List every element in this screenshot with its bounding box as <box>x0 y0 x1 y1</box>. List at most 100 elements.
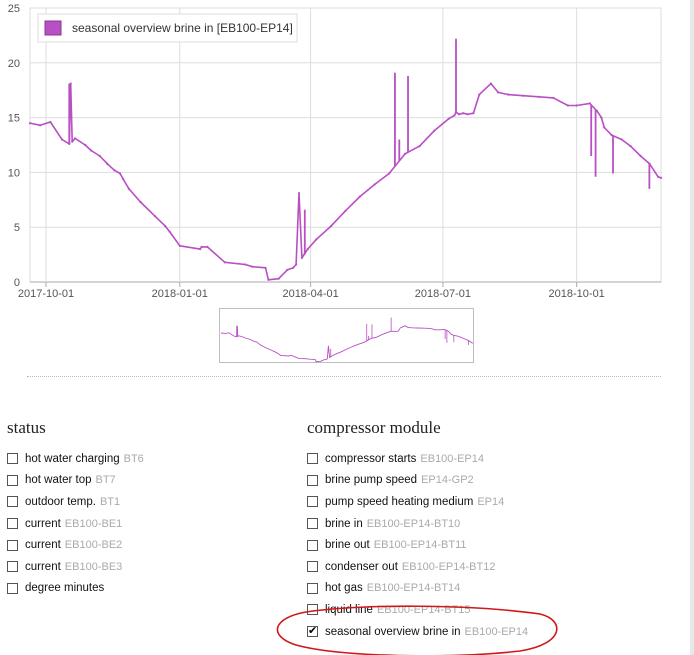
sensor-code: EB100-EP14-BT11 <box>373 539 467 552</box>
checkbox-label: hot water charging <box>25 452 120 465</box>
series-point <box>244 263 247 266</box>
series-point <box>457 113 460 116</box>
checkbox[interactable] <box>307 604 318 616</box>
series-point <box>122 177 125 181</box>
series-point <box>610 134 613 137</box>
checkbox[interactable] <box>307 539 318 551</box>
series-point <box>489 82 492 85</box>
series-point <box>358 195 362 198</box>
checkbox-label: compressor starts <box>325 452 417 465</box>
checkbox-label: condenser out <box>325 560 398 573</box>
series-point <box>28 122 32 125</box>
checkbox-row[interactable]: hot water top BT7 <box>7 470 144 492</box>
y-tick-label: 25 <box>8 3 20 15</box>
checkbox-label: hot water top <box>25 474 92 487</box>
overview-navigator[interactable] <box>219 308 475 364</box>
checkbox[interactable] <box>307 518 318 530</box>
sensor-code: EP14-GP2 <box>421 474 474 487</box>
series-point <box>267 278 270 281</box>
checkbox[interactable] <box>7 453 18 465</box>
series-point <box>466 113 469 116</box>
sensor-code: EB100-BE1 <box>64 517 123 530</box>
compressor-title: compressor module <box>307 418 441 437</box>
series-point <box>537 95 541 98</box>
series-point <box>199 248 202 251</box>
series-point <box>119 172 122 175</box>
series-point <box>113 169 116 172</box>
checkbox-label: current <box>25 517 61 530</box>
series-point <box>433 129 436 132</box>
sensor-code: EB100-EP14 <box>420 452 484 465</box>
x-tick-label: 2018-10-01 <box>549 288 605 300</box>
series-point <box>388 172 391 175</box>
checkbox-row[interactable]: hot gas EB100-EP14-BT14 <box>307 578 528 600</box>
series-point <box>373 183 376 186</box>
series-point <box>497 91 500 94</box>
series-point <box>620 138 623 141</box>
status-section: status hot water charging BT6 hot water to… <box>7 418 144 599</box>
checkbox[interactable] <box>7 518 18 530</box>
checkbox-row[interactable]: compressor starts EB100-EP14 <box>307 448 528 470</box>
sensor-code: BT7 <box>95 474 116 487</box>
checkbox[interactable] <box>307 561 318 573</box>
checkbox-label: brine pump speed <box>325 474 418 487</box>
y-tick-label: 0 <box>14 277 20 289</box>
series-point <box>300 256 303 259</box>
checkbox-row[interactable]: current EB100-BE2 <box>7 534 144 556</box>
checkbox-row[interactable]: outdoor temp. BT1 <box>7 491 144 513</box>
series-point <box>453 114 456 117</box>
checkbox-row[interactable]: brine pump speed EP14-GP2 <box>307 470 528 492</box>
chart-series <box>28 38 663 281</box>
checkbox-row[interactable]: degree minutes <box>7 578 144 600</box>
series-point <box>639 154 642 158</box>
checkbox-row[interactable]: pump speed heating medium EP14 <box>307 491 528 513</box>
legend-label: seasonal overview brine in [EB100-EP14] <box>72 21 293 35</box>
checkbox[interactable] <box>7 582 18 594</box>
series-point <box>127 187 130 190</box>
checkbox[interactable] <box>7 561 18 573</box>
checkbox[interactable] <box>7 539 18 551</box>
checkbox[interactable] <box>307 582 318 594</box>
checkbox-row[interactable]: brine out EB100-EP14-BT11 <box>307 534 528 556</box>
x-tick-label: 2018-01-01 <box>152 288 208 300</box>
checkbox-row[interactable]: hot water charging BT6 <box>7 448 144 470</box>
y-tick-label: 15 <box>8 113 20 125</box>
checkbox-label: current <box>25 539 61 552</box>
series-point <box>575 104 578 107</box>
checkbox-label: hot gas <box>325 582 363 595</box>
series-point <box>659 176 663 179</box>
series-point <box>447 117 450 120</box>
checkbox-label: degree minutes <box>25 582 105 595</box>
series-point <box>478 93 481 96</box>
series-point <box>286 268 289 271</box>
series-point <box>251 265 254 268</box>
checkbox-row[interactable]: condenser out EB100-EP14-BT12 <box>307 556 528 578</box>
checkbox[interactable] <box>307 496 318 508</box>
checkbox[interactable] <box>7 496 18 508</box>
status-list: hot water charging BT6 hot water top BT7 out… <box>7 448 144 599</box>
series-point <box>566 104 570 107</box>
sensor-code: BT6 <box>123 452 144 465</box>
series-point <box>84 143 87 147</box>
checkbox[interactable] <box>307 624 318 638</box>
series-point <box>600 116 603 119</box>
sensor-code: EB100-EP14-BT15 <box>376 603 471 616</box>
checkbox[interactable] <box>307 474 318 486</box>
checkbox[interactable] <box>307 453 318 465</box>
scrollbar[interactable] <box>690 0 694 655</box>
checkbox-row[interactable]: current EB100-BE1 <box>7 513 144 535</box>
main-chart: 0 5 10 15 20 25 2017-10-01 2018-01-01 2018-04-0… <box>8 3 663 300</box>
x-axis-ticks: 2017-10-01 2018-01-01 2018-04-01 2018-07-01… <box>18 288 605 300</box>
y-axis-ticks: 0 5 10 15 20 25 <box>8 3 20 289</box>
series-point <box>168 230 171 233</box>
checkbox-row[interactable]: liquid line EB100-EP14-BT15 <box>307 599 528 621</box>
checkbox[interactable] <box>7 474 18 486</box>
checkbox-row[interactable]: brine in EB100-EP14-BT10 <box>307 513 528 535</box>
legend-swatch <box>44 20 62 36</box>
checkbox-row[interactable]: current EB100-BE3 <box>7 556 144 578</box>
chart-legend[interactable]: seasonal overview brine in [EB100-EP14] <box>37 13 298 43</box>
series-point <box>49 120 52 124</box>
sensor-code: EB100-BE2 <box>64 539 123 552</box>
sensor-code: EB100-BE3 <box>64 560 123 573</box>
